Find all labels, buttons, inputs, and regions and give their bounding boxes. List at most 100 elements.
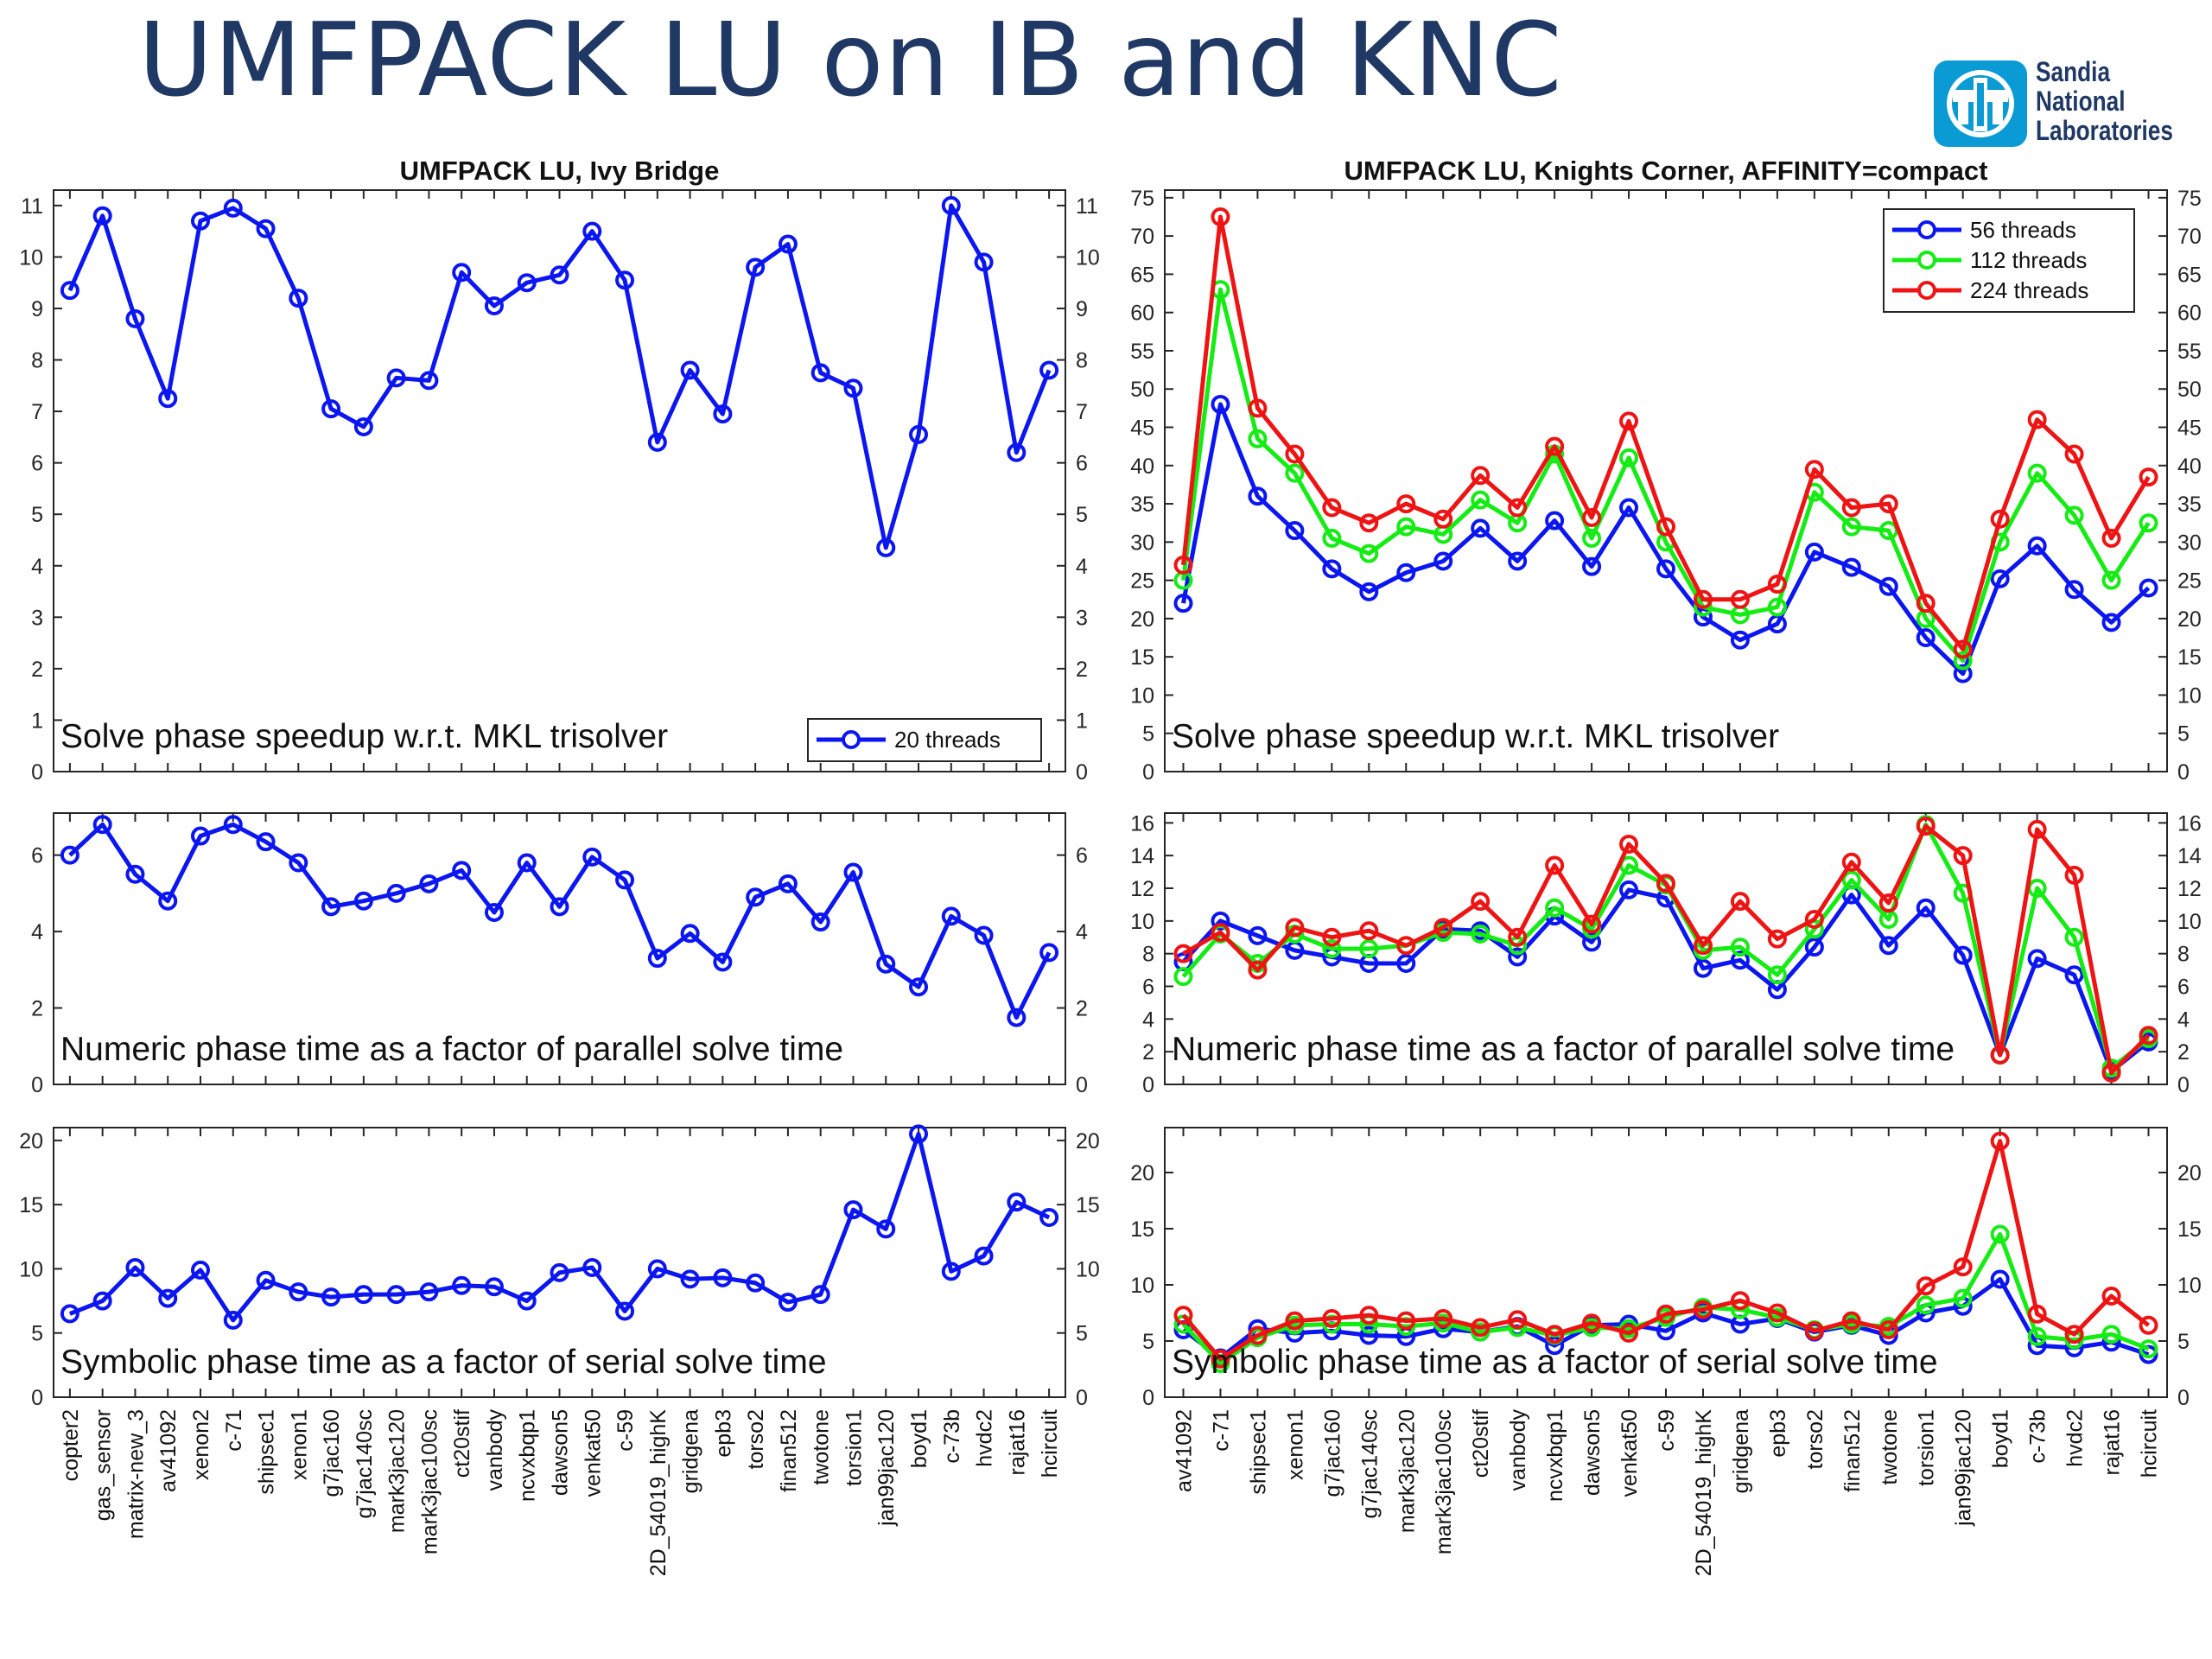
data-point [778, 874, 798, 893]
data-point [746, 1273, 766, 1293]
y-tick-label-right: 4 [1076, 555, 1088, 579]
data-point [1039, 1208, 1059, 1227]
data-point [843, 1200, 863, 1220]
data-point [2139, 578, 2158, 598]
x-category-label: av41092 [156, 1409, 181, 1492]
data-point [452, 263, 472, 283]
data-point [615, 1301, 635, 1321]
y-tick-label-right: 10 [2177, 683, 2202, 708]
y-tick-label-right: 5 [1076, 503, 1088, 527]
y-tick-label: 2 [31, 658, 43, 682]
y-tick-label-right: 14 [2177, 844, 2202, 868]
data-point [1767, 929, 1787, 949]
data-point [2101, 1063, 2121, 1083]
y-tick-label: 0 [31, 760, 43, 785]
data-point [1471, 924, 1491, 944]
data-point [1804, 1321, 1824, 1341]
y-tick-label: 75 [1130, 187, 1154, 211]
data-point [1582, 556, 1602, 576]
x-category-label: copter2 [59, 1409, 83, 1481]
data-point [1878, 893, 1898, 913]
x-category-label: xenon2 [189, 1409, 213, 1480]
data-point [353, 416, 373, 436]
data-point [1878, 576, 1898, 596]
data-point [1953, 1288, 1973, 1308]
series-line-224-threads [1182, 823, 2151, 1076]
legend-label: 112 threads [1970, 247, 2087, 273]
y-tick-label-right: 60 [2177, 302, 2202, 326]
data-point [1248, 486, 1268, 506]
data-point [1693, 589, 1713, 609]
data-point [386, 883, 406, 903]
y-tick-label-right: 2 [1076, 658, 1088, 682]
y-tick-label: 4 [31, 555, 43, 579]
y-tick-label: 20 [1130, 607, 1154, 632]
y-tick-label: 15 [1130, 645, 1154, 670]
data-point [2139, 467, 2158, 487]
data-point [1433, 551, 1453, 571]
x-category-label: dawson5 [1580, 1409, 1605, 1496]
y-tick-label-right: 20 [2177, 607, 2202, 632]
y-tick-label: 7 [31, 400, 43, 424]
data-point [92, 206, 112, 226]
y-tick-label-right: 10 [2177, 1274, 2202, 1298]
data-point [647, 432, 667, 452]
data-point [1545, 1325, 1565, 1344]
data-point [1656, 559, 1675, 579]
y-tick-label-right: 12 [2177, 877, 2202, 901]
y-tick-label-right: 6 [2177, 976, 2190, 1000]
y-tick-label-right: 25 [2177, 569, 2202, 594]
logo-text: Sandia National Laboratories [2036, 56, 2173, 145]
y-tick-label: 40 [1130, 454, 1154, 479]
x-category-label: torso2 [1803, 1409, 1827, 1469]
data-point [1582, 528, 1602, 548]
x-category-label: gridgena [1729, 1409, 1753, 1493]
chart-title: UMFPACK LU, Ivy Bridge [400, 156, 720, 186]
data-point [1007, 442, 1027, 462]
data-point [92, 1291, 112, 1311]
y-tick-label: 8 [1142, 943, 1154, 967]
data-point [2139, 1315, 2158, 1335]
y-tick-label-right: 7 [1076, 400, 1088, 424]
x-category-label: finan512 [1840, 1409, 1865, 1492]
data-point [256, 219, 276, 238]
series-line-56-threads [1181, 402, 2151, 677]
data-point [321, 399, 341, 419]
data-point [974, 925, 994, 945]
data-point [452, 861, 472, 880]
sandia-logo: Sandia National Laboratories [1934, 57, 2193, 154]
data-point [1619, 411, 1639, 431]
data-point [1039, 360, 1059, 380]
data-point [2064, 965, 2084, 985]
x-category-label: 2D_54019_highK [646, 1409, 671, 1577]
data-point [2101, 570, 2121, 590]
y-tick-label: 50 [1130, 378, 1154, 402]
y-tick-label-right: 4 [2177, 1007, 2190, 1032]
data-point [1916, 817, 1936, 836]
y-tick-label: 20 [1130, 1161, 1154, 1185]
x-category-label: matrix-new_3 [124, 1409, 148, 1539]
data-point [1916, 898, 1936, 918]
data-point [1582, 914, 1602, 934]
series-line-56-threads [1181, 887, 2151, 1074]
data-point [1211, 923, 1230, 943]
logo-line-1: Sandia [2036, 56, 2111, 87]
legend-label: 56 threads [1970, 217, 2076, 243]
chart-knc-numeric: 0 0 2 2 4 4 6 6 8 8 10 10 12 12 14 14 16 16 Numeric phase … [1130, 811, 2202, 1097]
y-tick-label: 6 [31, 452, 43, 476]
y-tick-label: 1 [31, 709, 43, 733]
y-tick-label-right: 40 [2177, 454, 2202, 479]
data-point [60, 845, 79, 865]
y-tick-label: 5 [1142, 1330, 1154, 1354]
data-point [1582, 932, 1602, 952]
y-tick-label-right: 9 [1076, 297, 1088, 321]
data-point [289, 853, 308, 873]
x-category-label: mark3jac100sc [1432, 1409, 1456, 1554]
legend-marker [1917, 251, 1936, 270]
data-point [1730, 630, 1750, 650]
data-point [1248, 429, 1268, 448]
data-point [517, 273, 537, 293]
y-tick-label-right: 0 [2177, 1386, 2190, 1410]
data-point [778, 234, 798, 254]
data-point [1007, 1007, 1027, 1027]
